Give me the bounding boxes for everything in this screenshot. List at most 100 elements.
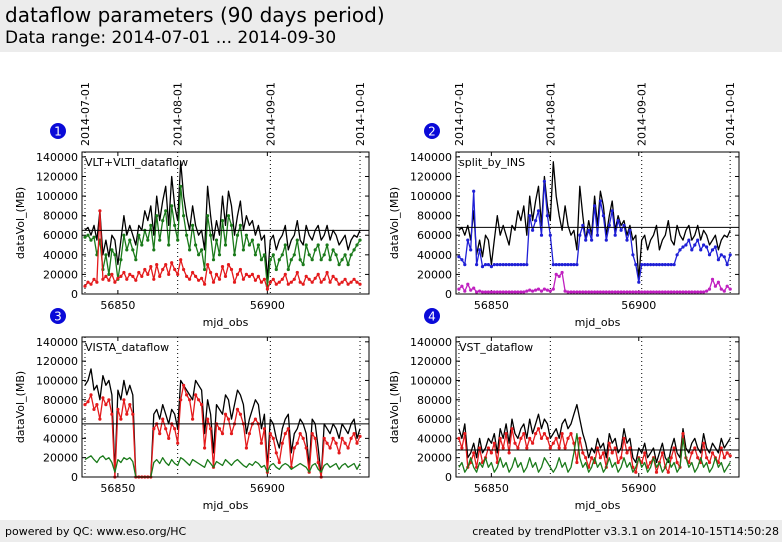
footer-powered-by: powered by QC: www.eso.org/HC	[5, 525, 187, 538]
data-point-magenta	[590, 290, 594, 294]
data-point-blue	[595, 233, 600, 237]
data-point-blue	[513, 263, 517, 267]
data-point-red	[95, 280, 99, 284]
data-point-blue	[616, 219, 620, 223]
data-point-red	[457, 436, 461, 440]
data-point-green	[223, 243, 228, 247]
data-point-red	[298, 280, 302, 284]
data-point-blue	[528, 214, 532, 218]
data-point-green	[247, 243, 251, 247]
chart-panel-3: 3 0 20000 40000 60000 80000 100000 120000 140000…	[14, 308, 370, 512]
data-point-red	[622, 436, 626, 440]
data-point-red	[206, 263, 210, 267]
data-point-red	[277, 280, 281, 284]
y-tick-label: 20000	[417, 268, 452, 281]
data-point-green	[319, 258, 323, 262]
data-point-blue	[498, 263, 502, 267]
data-point-red	[702, 441, 706, 445]
data-point-red	[194, 274, 198, 278]
data-point-blue	[483, 263, 488, 267]
data-point-red	[292, 277, 296, 281]
data-point-red	[304, 274, 308, 278]
data-point-red	[528, 436, 532, 440]
x-tick-label: 56900	[621, 482, 656, 495]
data-point-red	[140, 274, 144, 278]
data-point-red	[280, 441, 284, 445]
data-point-red	[292, 446, 296, 450]
data-point-red	[259, 441, 263, 445]
data-point-red	[241, 277, 245, 281]
y-tick-label: 40000	[417, 432, 452, 445]
data-point-red	[675, 460, 679, 465]
data-point-blue	[486, 263, 490, 267]
data-point-green	[325, 243, 329, 247]
data-point-magenta	[613, 290, 617, 294]
y-tick-label: 40000	[43, 249, 78, 262]
y-tick-label: 20000	[43, 268, 78, 281]
data-point-red	[542, 432, 547, 436]
data-point-red	[268, 432, 272, 436]
data-point-magenta	[678, 290, 682, 294]
data-point-magenta	[699, 290, 703, 294]
data-point-blue	[646, 263, 650, 267]
data-point-red	[83, 403, 87, 407]
data-point-red	[460, 446, 464, 450]
data-point-magenta	[475, 290, 479, 294]
data-point-red	[510, 427, 514, 431]
chart-panel-4: 4 0 20000 40000 60000 80000 100000 120000 140000…	[388, 308, 740, 512]
data-point-magenta	[654, 290, 659, 294]
data-point-red	[271, 277, 275, 281]
data-point-blue	[548, 233, 552, 237]
data-point-red	[325, 441, 329, 445]
data-point-blue	[663, 263, 667, 267]
data-point-blue	[707, 253, 712, 257]
data-point-magenta	[463, 289, 467, 293]
data-point-blue	[657, 263, 662, 267]
data-point-blue	[504, 263, 508, 267]
data-point-magenta	[542, 287, 547, 291]
data-point-blue	[610, 209, 614, 213]
data-point-blue	[587, 228, 591, 232]
panel-number-text: 4	[428, 310, 436, 324]
data-point-red	[681, 432, 685, 436]
data-point-red	[197, 278, 201, 282]
data-point-red	[322, 436, 326, 440]
data-point-red	[98, 209, 102, 213]
data-point-magenta	[587, 290, 591, 294]
data-point-red	[322, 277, 326, 281]
data-point-blue	[593, 204, 597, 208]
data-point-red	[131, 274, 135, 278]
data-point-blue	[475, 263, 479, 267]
data-point-magenta	[572, 290, 576, 294]
data-point-red	[125, 277, 129, 281]
y-tick-label: 80000	[417, 210, 452, 223]
data-point-blue	[519, 263, 523, 267]
data-point-red	[280, 277, 284, 281]
data-point-green	[176, 238, 180, 242]
data-point-red	[725, 451, 729, 455]
date-tick-label: 2014-07-01	[453, 82, 466, 146]
data-point-green	[301, 263, 305, 267]
data-point-magenta	[646, 290, 650, 294]
y-tick-label: 60000	[43, 229, 78, 242]
data-point-blue	[607, 223, 611, 227]
data-point-red	[95, 403, 99, 407]
data-point-blue	[554, 263, 558, 267]
panel-number-badge	[50, 308, 66, 324]
data-point-red	[516, 446, 520, 450]
data-point-green	[86, 233, 90, 237]
data-point-red	[235, 407, 240, 411]
data-point-red	[262, 427, 266, 431]
data-point-red	[316, 460, 320, 465]
data-point-green	[173, 223, 177, 227]
data-point-magenta	[604, 290, 608, 294]
data-point-red	[86, 280, 90, 284]
data-point-red	[214, 272, 219, 276]
data-point-magenta	[545, 288, 550, 292]
data-point-red	[182, 383, 186, 387]
data-point-green	[316, 243, 320, 247]
data-point-magenta	[563, 289, 567, 293]
date-tick-label: 2014-09-01	[636, 82, 649, 146]
x-tick-label: 56900	[250, 482, 285, 495]
data-point-red	[134, 278, 138, 282]
